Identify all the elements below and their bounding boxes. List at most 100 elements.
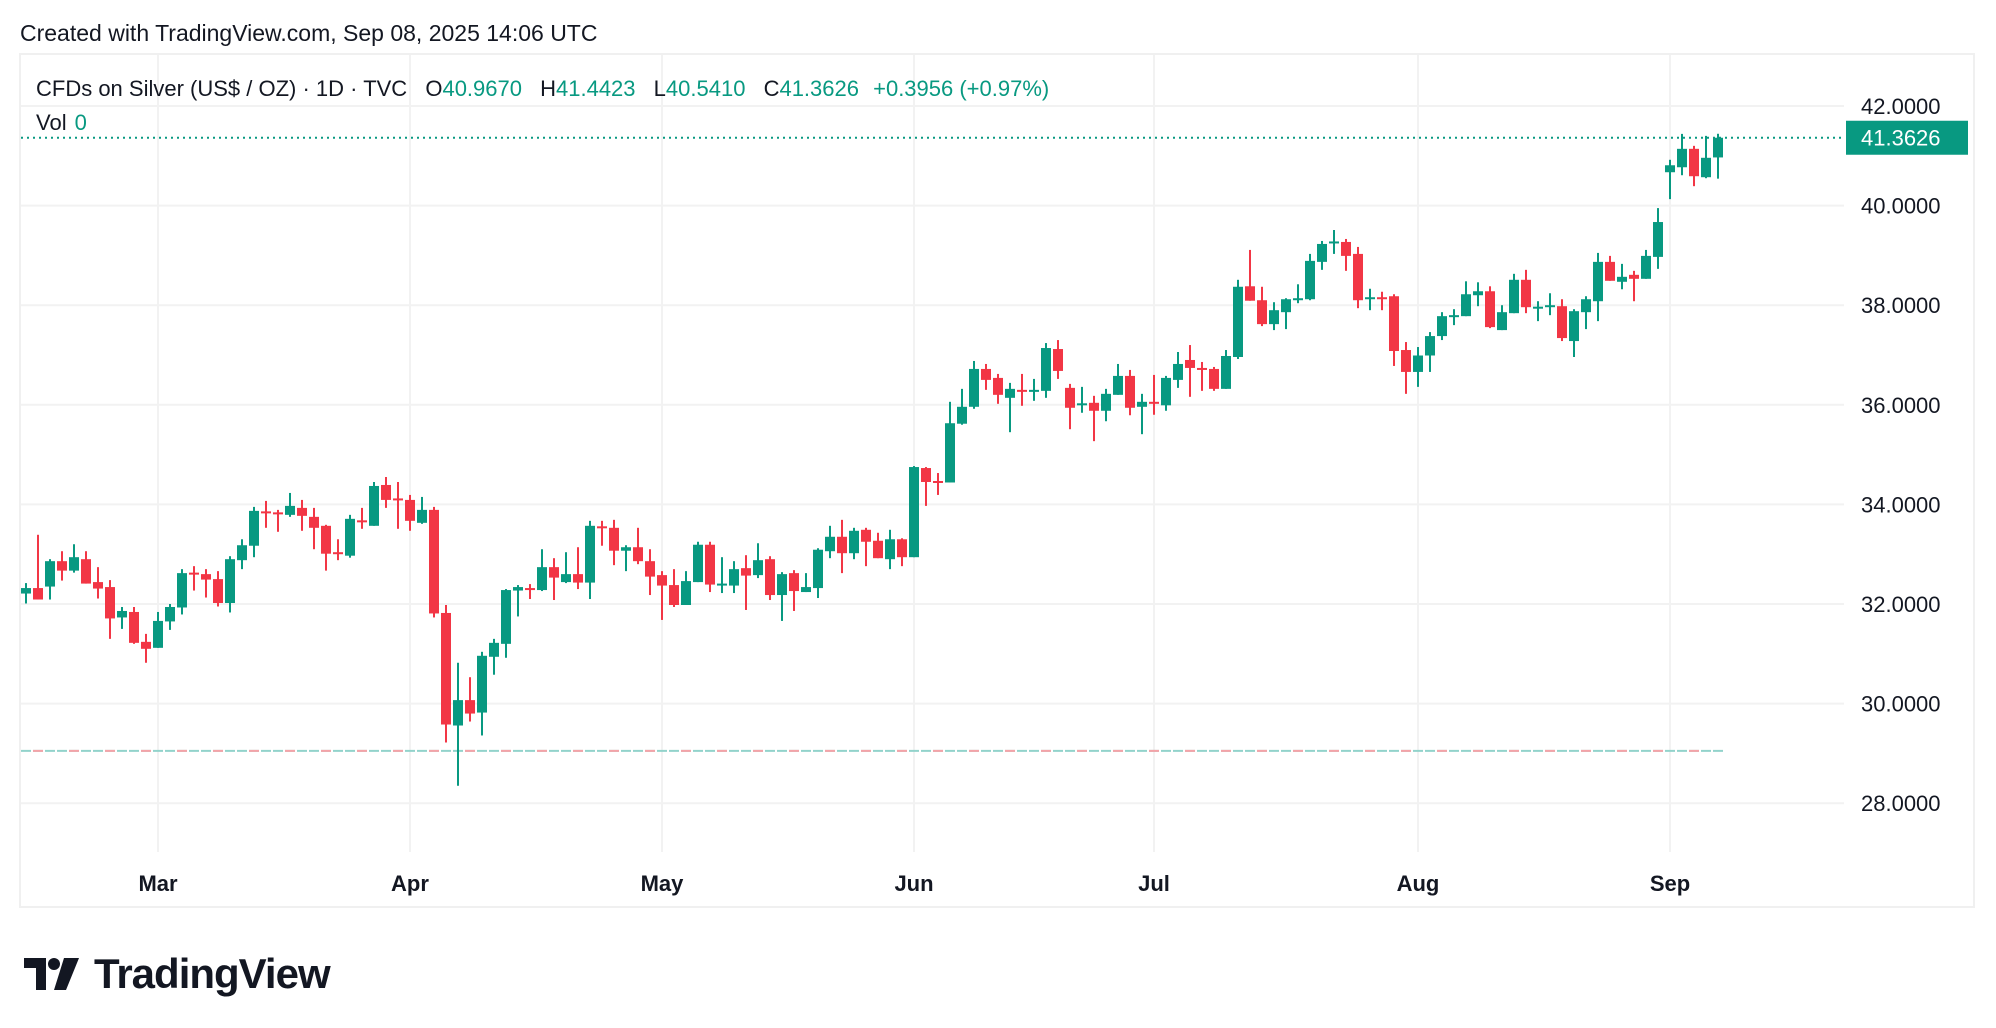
candle (1629, 270, 1639, 302)
candle (1257, 286, 1267, 327)
candle-body (1389, 296, 1399, 352)
candle-body (741, 568, 751, 576)
candle (597, 520, 607, 546)
price-tick-label: 32.0000 (1861, 592, 1941, 617)
time-axis: Mar Apr May Jun Jul Aug Sep (138, 871, 1690, 896)
candle (789, 570, 799, 611)
candle-body (1173, 363, 1183, 380)
candle (1341, 238, 1351, 271)
candle (801, 573, 811, 593)
candle-body (1677, 148, 1687, 168)
candle-body (489, 642, 499, 657)
candle (1101, 388, 1111, 422)
candle (1353, 246, 1363, 309)
candle (1161, 375, 1171, 411)
candle (321, 524, 331, 571)
candle-body (1053, 349, 1063, 371)
candle-body (1485, 291, 1495, 328)
candle (609, 519, 619, 566)
candle-body (1281, 299, 1291, 313)
candle (1029, 378, 1039, 401)
candle (105, 580, 115, 639)
candle-body (465, 700, 475, 714)
candle-body (1617, 276, 1627, 282)
candle-body (861, 529, 871, 542)
candle (645, 549, 655, 596)
candle (1701, 135, 1711, 179)
candle (453, 662, 463, 786)
candle-body (669, 585, 679, 605)
candle (693, 541, 703, 583)
candle (1245, 249, 1255, 301)
candle-body (237, 545, 247, 561)
candle-body (1257, 300, 1267, 325)
candle-body (369, 485, 379, 526)
candle (1509, 273, 1519, 314)
candle (357, 507, 367, 529)
candle-body (1305, 260, 1315, 300)
candle-body (837, 536, 847, 554)
candle-body (1101, 393, 1111, 411)
candle-body (825, 536, 835, 552)
candle-body (777, 574, 787, 596)
candle-body (81, 559, 91, 584)
candle (177, 569, 187, 615)
candle (1125, 369, 1135, 416)
candle (1329, 230, 1339, 254)
candle (1713, 133, 1723, 179)
open-value: 40.9670 (442, 76, 522, 101)
candle (153, 611, 163, 648)
candle (1653, 208, 1663, 269)
candle-body (1185, 359, 1195, 368)
candle-body (1221, 355, 1231, 389)
candle (1317, 240, 1327, 270)
candle (1449, 309, 1459, 326)
grid (21, 55, 1844, 852)
candle (561, 552, 571, 584)
candle (1041, 343, 1051, 398)
candle-body (1365, 297, 1375, 300)
candle (1269, 302, 1279, 331)
candle-body (933, 480, 943, 483)
candle (21, 583, 31, 604)
low-value: 40.5410 (665, 76, 746, 101)
candle (1569, 309, 1579, 357)
candle-body (297, 507, 307, 516)
candle (81, 551, 91, 584)
candle-body (801, 587, 811, 593)
candle-body (1125, 375, 1135, 408)
candle-body (693, 544, 703, 583)
price-tick-label: 28.0000 (1861, 791, 1941, 816)
candle (1689, 145, 1699, 187)
candle-body (1533, 306, 1543, 309)
candle (405, 494, 415, 531)
candle-body (129, 611, 139, 643)
candle-body (993, 377, 1003, 395)
vol-value: 0 (74, 110, 87, 135)
candle (885, 529, 895, 570)
candle-body (1581, 299, 1591, 313)
candle-body (573, 574, 583, 583)
candle (249, 506, 259, 558)
candle-body (1149, 401, 1159, 404)
candle (333, 539, 343, 561)
candle-body (753, 560, 763, 576)
candle-body (1161, 377, 1171, 406)
candle-body (549, 567, 559, 578)
candle-body (1545, 305, 1555, 308)
candle (897, 538, 907, 567)
volume-legend: Vol 0 (36, 110, 87, 136)
candle (825, 525, 835, 559)
candle-body (381, 484, 391, 500)
candle-body (501, 590, 511, 644)
candle (501, 589, 511, 658)
candle (573, 547, 583, 590)
candle (1521, 269, 1531, 314)
high-label: H (540, 76, 556, 101)
candle-body (1233, 286, 1243, 357)
logo-text: TradingView (94, 950, 331, 997)
candle (669, 569, 679, 607)
candle-body (1197, 367, 1207, 370)
candle (933, 473, 943, 495)
